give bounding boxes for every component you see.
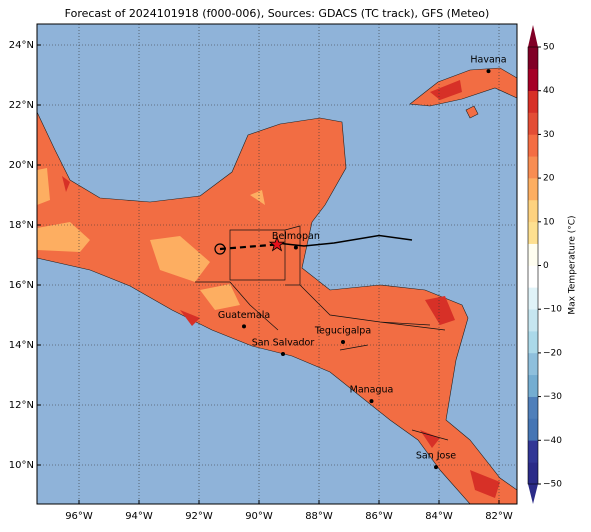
colorbar-tick-label: −30 [543, 392, 562, 402]
x-tick-label: 88°W [305, 511, 333, 522]
y-tick-label: 12°N [9, 400, 34, 411]
colorbar-tick-label: 10 [543, 217, 555, 227]
colorbar-band [528, 134, 538, 157]
colorbar-band [528, 440, 538, 463]
colorbar-band [528, 221, 538, 244]
y-tick-label: 16°N [9, 280, 34, 291]
colorbar-band [528, 47, 538, 70]
colorbar-band [528, 462, 538, 485]
colorbar-extend-max [528, 25, 538, 47]
map-frame [36, 23, 518, 505]
colorbar-band [528, 178, 538, 201]
x-tick-label: 82°W [485, 511, 513, 522]
colorbar-tick-label: 30 [543, 130, 555, 140]
colorbar-tick-label: −20 [543, 348, 562, 358]
city-marker [434, 465, 438, 470]
colorbar-band [528, 352, 538, 376]
title: Forecast of 2024101918 (f000-006), Sourc… [65, 7, 490, 20]
colorbar-band [528, 374, 538, 397]
y-tick-label: 10°N [9, 460, 34, 471]
y-tick-label: 18°N [9, 220, 34, 231]
x-tick-label: 90°W [245, 511, 273, 522]
x-tick-label: 86°W [365, 511, 393, 522]
city-marker [293, 245, 298, 250]
y-tick-label: 24°N [9, 40, 34, 51]
colorbar-band [528, 309, 538, 332]
track-start [214, 243, 226, 255]
colorbar-band [528, 90, 538, 113]
colorbar-tick-label: 50 [543, 43, 555, 53]
x-tick-label: 96°W [65, 511, 93, 522]
colorbar-band [528, 287, 538, 310]
x-tick-label: 92°W [185, 511, 213, 522]
city-label: San Jose [416, 451, 456, 462]
city-marker [486, 69, 491, 74]
city-marker [341, 340, 345, 344]
city-label: Belmopan [272, 231, 320, 242]
colorbar-tick-label: 0 [543, 261, 549, 271]
colorbar-band [528, 331, 538, 354]
city-marker [369, 399, 374, 404]
storm-position [268, 235, 286, 252]
x-tick-label: 94°W [125, 511, 153, 522]
y-tick-label: 20°N [9, 160, 34, 171]
observed-track [276, 234, 413, 247]
y-tick-label: 22°N [9, 100, 34, 111]
graticule [37, 24, 517, 504]
colorbar-tick-label: −50 [543, 480, 562, 490]
colorbar-band [528, 418, 538, 441]
colorbar-band [528, 265, 538, 288]
x-tick-label: 84°W [425, 511, 453, 522]
colorbar-band [528, 68, 538, 91]
y-tick-label: 14°N [9, 340, 34, 351]
city-label: Guatemala [218, 310, 270, 321]
colorbar-tick-label: −10 [543, 305, 562, 315]
city-marker [281, 352, 285, 356]
colorbar-band [528, 396, 538, 419]
colorbar-tick-label: 40 [543, 86, 555, 96]
city-label: San Salvador [252, 338, 315, 349]
city-label: Tegucigalpa [314, 326, 371, 337]
land [36, 67, 518, 505]
colorbar-tick-label: −40 [543, 436, 562, 446]
city-label: Havana [470, 55, 506, 66]
colorbar-tick-label: 20 [543, 174, 555, 184]
colorbar-band [528, 243, 538, 266]
city-label: Managua [350, 385, 394, 396]
colorbar-band [528, 199, 538, 223]
colorbar-extend-min [528, 484, 538, 504]
colorbar-band [528, 112, 538, 135]
colorbar-band [528, 156, 538, 179]
colorbar-label: Max Temperature (°C) [568, 215, 578, 314]
city-marker [242, 324, 246, 329]
